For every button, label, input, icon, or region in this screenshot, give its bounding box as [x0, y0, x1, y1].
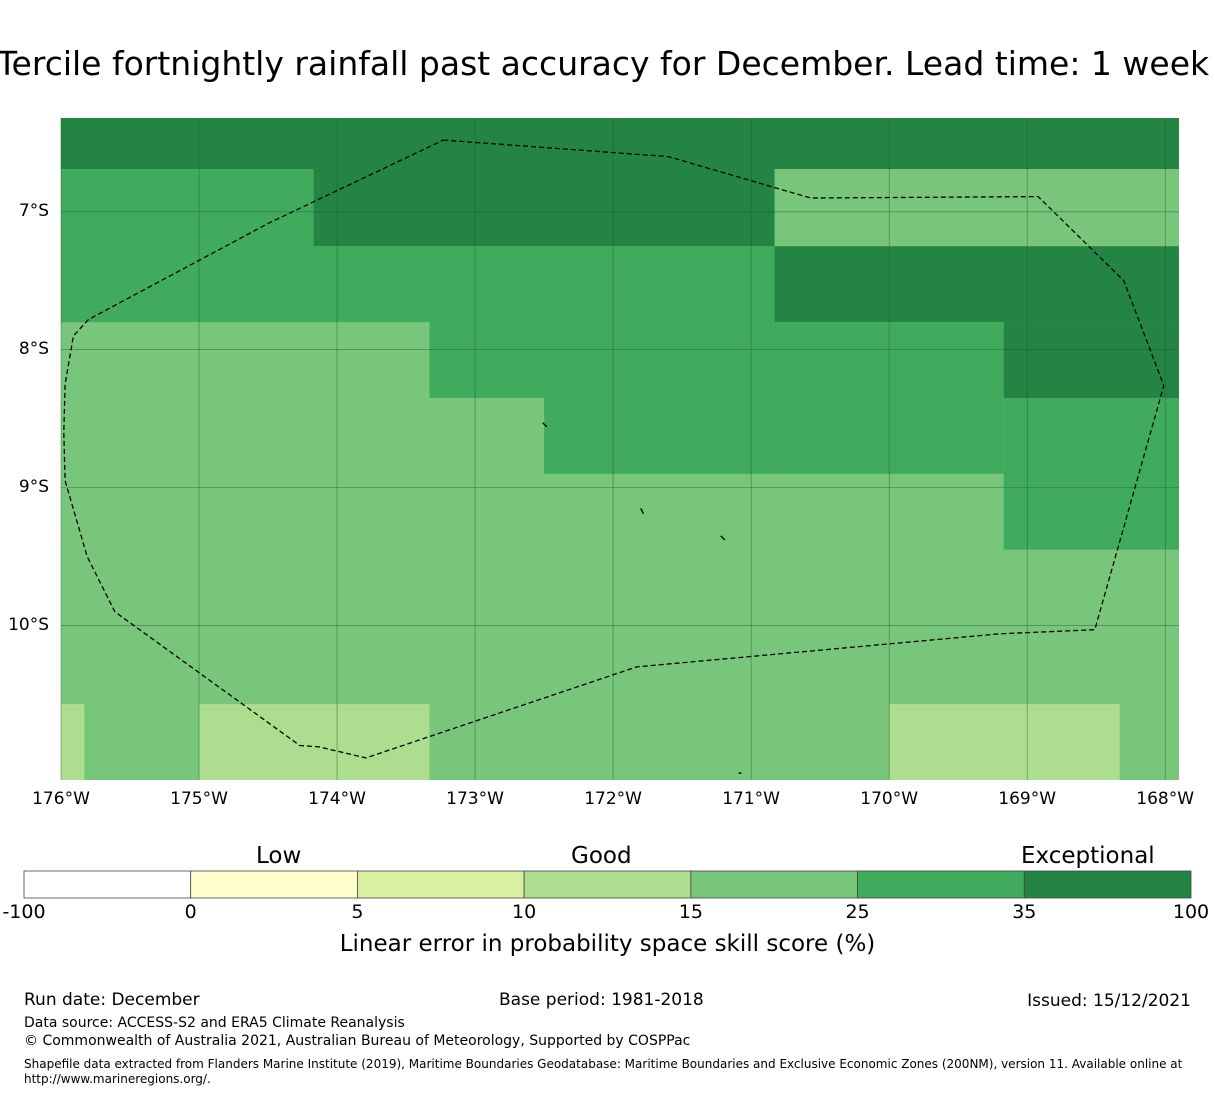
- category-label-exceptional: Exceptional: [1021, 843, 1155, 869]
- colorbar-bin: [357, 870, 525, 899]
- data-source: Data source: ACCESS-S2 and ERA5 Climate …: [24, 1015, 405, 1031]
- skill-cell: [199, 704, 430, 780]
- skill-cell: [429, 246, 775, 398]
- island: [720, 535, 726, 541]
- issued-date: Issued: 15/12/2021: [1027, 991, 1191, 1011]
- colorbar-tick-label: -100: [2, 901, 46, 923]
- longitude-label: 173°W: [446, 789, 504, 809]
- colorbar-tick-label: 15: [678, 901, 703, 923]
- skill-cell: [313, 169, 775, 247]
- skill-cell: [1003, 322, 1179, 398]
- longitude-label: 171°W: [722, 789, 780, 809]
- copyright: © Commonwealth of Australia 2021, Austra…: [24, 1033, 691, 1049]
- skill-cell: [544, 397, 775, 474]
- longitude-label: 169°W: [998, 789, 1057, 809]
- longitude-label: 168°W: [1136, 789, 1195, 809]
- islands: [542, 422, 742, 774]
- colorbar-tick-label: 5: [351, 901, 364, 923]
- skill-cell: [61, 704, 85, 780]
- graticule: [60, 118, 1179, 780]
- skill-cells: [61, 118, 1179, 780]
- colorbar-bin: [190, 870, 358, 899]
- latitude-label: 10°S: [8, 614, 49, 635]
- category-label-low: Low: [256, 843, 302, 869]
- shapefile-note: Shapefile data extracted from Flanders M…: [24, 1057, 1183, 1086]
- latitude-label: 7°S: [18, 200, 49, 221]
- map-title: Tercile fortnightly rainfall past accura…: [0, 44, 1210, 83]
- island: [542, 422, 548, 428]
- skill-cell: [1003, 397, 1179, 550]
- run-date: Run date: December: [24, 990, 200, 1010]
- colorbar-title: Linear error in probability space skill …: [339, 931, 876, 957]
- colorbar-tick-label: 25: [845, 901, 870, 923]
- latitude-label: 9°S: [18, 476, 49, 497]
- colorbar-tick-label: 100: [1172, 901, 1210, 923]
- colorbar: [23, 870, 1192, 899]
- longitude-label: 170°W: [860, 789, 919, 809]
- skill-cell: [774, 246, 1179, 323]
- island: [640, 507, 645, 515]
- colorbar-bin: [1023, 870, 1192, 899]
- colorbar-tick-label: 35: [1012, 901, 1037, 923]
- latitude-label: 8°S: [18, 338, 49, 359]
- eez-boundary: [63, 139, 1165, 759]
- skill-cell: [61, 169, 314, 323]
- longitude-label: 172°W: [584, 789, 642, 809]
- skill-cell: [889, 704, 1120, 780]
- longitude-label: 176°W: [32, 789, 90, 809]
- colorbar-bin: [23, 870, 192, 899]
- category-label-good: Good: [571, 843, 632, 869]
- skill-cell: [313, 246, 430, 323]
- longitude-label: 175°W: [170, 789, 228, 809]
- colorbar-tick-label: 10: [512, 901, 537, 923]
- skill-cell: [61, 118, 1179, 170]
- colorbar-bin: [523, 870, 692, 899]
- colorbar-bin: [857, 870, 1025, 899]
- base-period: Base period: 1981-2018: [499, 990, 704, 1010]
- longitude-label: 174°W: [308, 789, 366, 809]
- colorbar-bin: [690, 870, 858, 899]
- colorbar-tick-label: 0: [184, 901, 197, 923]
